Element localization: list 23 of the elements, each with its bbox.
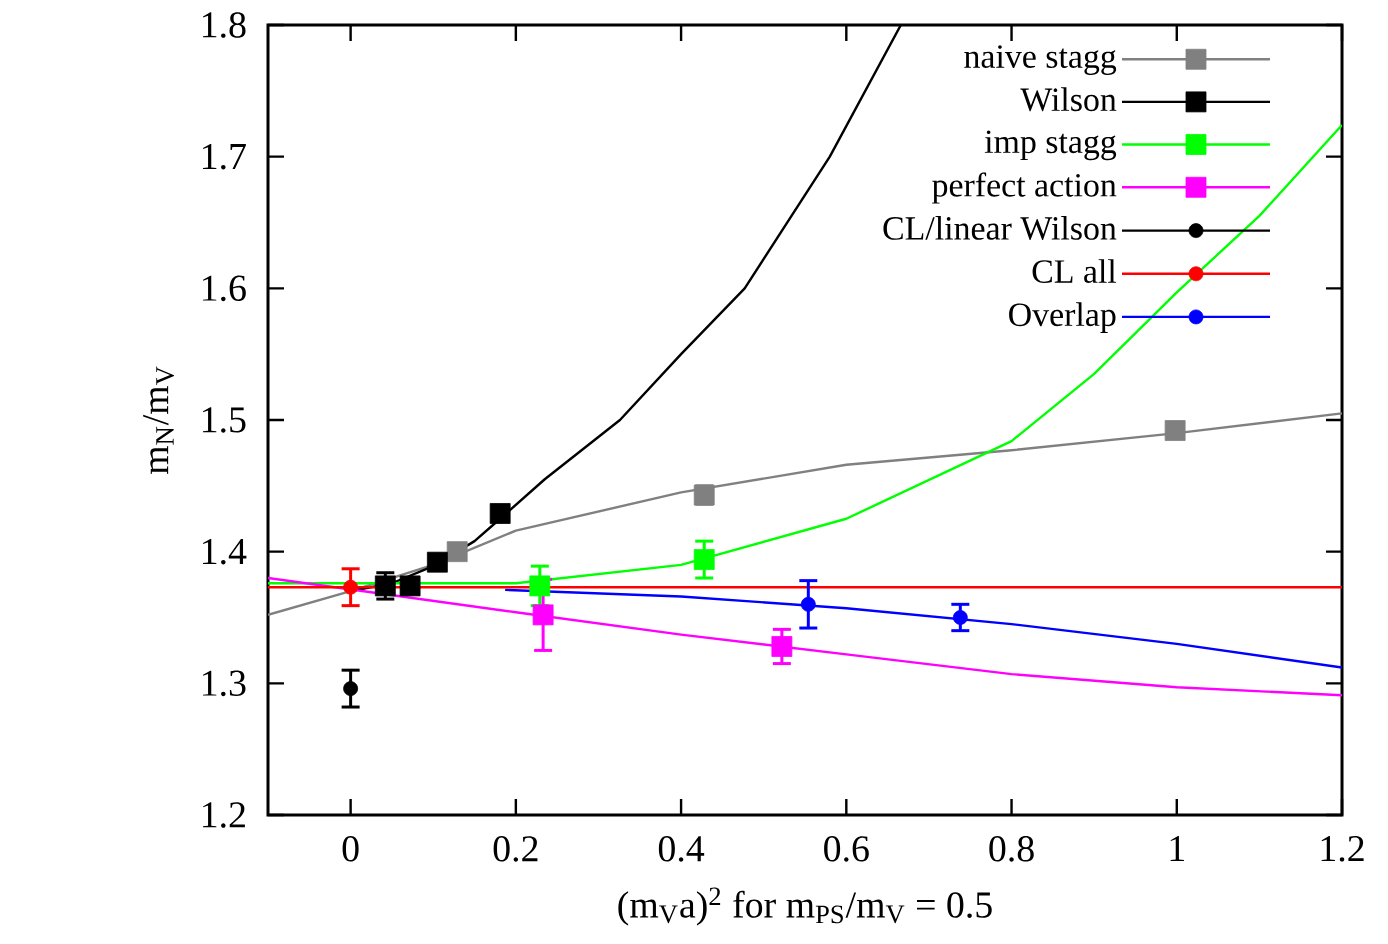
x-tick-label: 0.8 xyxy=(989,836,1034,862)
legend-label: perfect action xyxy=(932,172,1117,204)
x-tick-label: 0.6 xyxy=(824,836,869,862)
legend-label: CL/linear Wilson xyxy=(883,216,1117,241)
y-tick-label: 1.2 xyxy=(202,802,245,828)
x-tick-label: 0.2 xyxy=(493,836,538,862)
x-tick-label: 0.4 xyxy=(658,836,705,862)
text: (m$_{V}$a)$^{2}$ for m$_{PS}$/m$_{V}$ = 0.5 xyxy=(618,887,992,926)
y-tick-label: 1.6 xyxy=(202,275,246,302)
y-tick-label: 1.5 xyxy=(202,407,246,433)
x-tick-label: 1 xyxy=(1170,836,1184,862)
y-tick-label: 1.4 xyxy=(202,538,247,565)
y-tick-label: 1.3 xyxy=(202,670,246,697)
y-tick-label: 1.8 xyxy=(202,12,246,38)
legend-label: naive stagg xyxy=(964,45,1117,75)
legend-label: Overlap xyxy=(1009,302,1116,334)
legend-label: Wilson xyxy=(1020,87,1117,112)
y-tick-label: 1.7 xyxy=(202,143,246,170)
x-tick-label: 0 xyxy=(342,836,359,862)
legend-label: CL all xyxy=(1032,259,1117,284)
x-tick-label: 1.2 xyxy=(1321,836,1364,862)
y-axis-title: m$_{N}$/m$_{V}$ xyxy=(143,366,175,475)
legend-label: imp stagg xyxy=(984,130,1117,161)
